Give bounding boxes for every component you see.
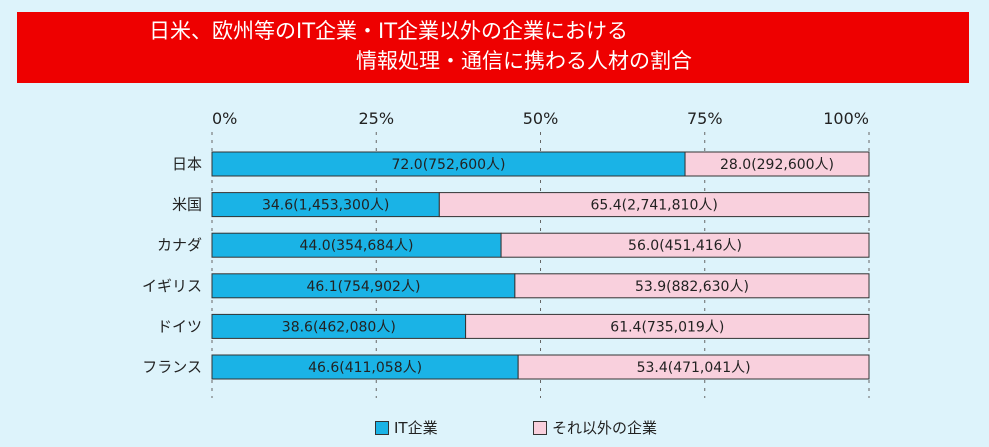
x-tick-label: 25% (358, 109, 394, 128)
category-label: カナダ (157, 236, 202, 254)
legend-label-it: IT企業 (394, 419, 438, 437)
bar-it (211, 313, 467, 339)
legend-item-it: IT企業 (375, 417, 438, 438)
data-label-other: 28.0(292,600人) (720, 157, 834, 173)
x-tick-label: 50% (523, 109, 559, 128)
legend-swatch-it (375, 420, 389, 435)
category-label: フランス (142, 358, 202, 376)
data-label-it: 72.0(752,600人) (392, 157, 506, 173)
data-label-other: 53.9(882,630人) (635, 279, 749, 295)
category-label: 日本 (172, 155, 202, 173)
legend-item-other: それ以外の企業 (533, 417, 657, 438)
bar-it (211, 192, 440, 218)
chart-title-line-2: 情報処理・通信に携わる人材の割合 (356, 49, 692, 73)
bar-other (500, 232, 870, 258)
data-label-it: 46.1(754,902人) (306, 279, 420, 295)
legend-swatch-other (533, 420, 547, 435)
data-label-other: 53.4(471,041人) (637, 360, 751, 376)
category-label: ドイツ (157, 317, 202, 335)
data-label-it: 44.0(354,684人) (300, 238, 414, 254)
legend: IT企業 それ以外の企業 (0, 417, 989, 441)
category-label: イギリス (142, 277, 202, 295)
x-tick-label: 75% (687, 109, 723, 128)
legend-label-other: それ以外の企業 (552, 419, 658, 437)
bar-it (211, 273, 516, 299)
x-tick-label: 100% (823, 109, 869, 128)
bar-other (514, 273, 870, 299)
category-label: 米国 (172, 196, 202, 214)
bar-it (211, 354, 519, 380)
data-label-it: 38.6(462,080人) (282, 319, 396, 335)
data-label-it: 46.6(411,058人) (308, 360, 422, 376)
chart-title-line-1: 日米、欧州等のIT企業・IT企業以外の企業における (149, 19, 629, 43)
data-label-other: 61.4(735,019人) (610, 319, 724, 335)
data-label-other: 56.0(451,416人) (628, 238, 742, 254)
x-tick-label: 0% (212, 109, 237, 128)
bar-other (517, 354, 870, 380)
bar-it (211, 232, 502, 258)
bar-other (438, 192, 870, 218)
bar-other (465, 313, 870, 339)
data-label-it: 34.6(1,453,300人) (262, 198, 389, 214)
title-banner: 日米、欧州等のIT企業・IT企業以外の企業における 情報処理・通信に携わる人材の… (17, 12, 969, 83)
bar-other (684, 151, 870, 177)
data-label-other: 65.4(2,741,810人) (590, 198, 717, 214)
